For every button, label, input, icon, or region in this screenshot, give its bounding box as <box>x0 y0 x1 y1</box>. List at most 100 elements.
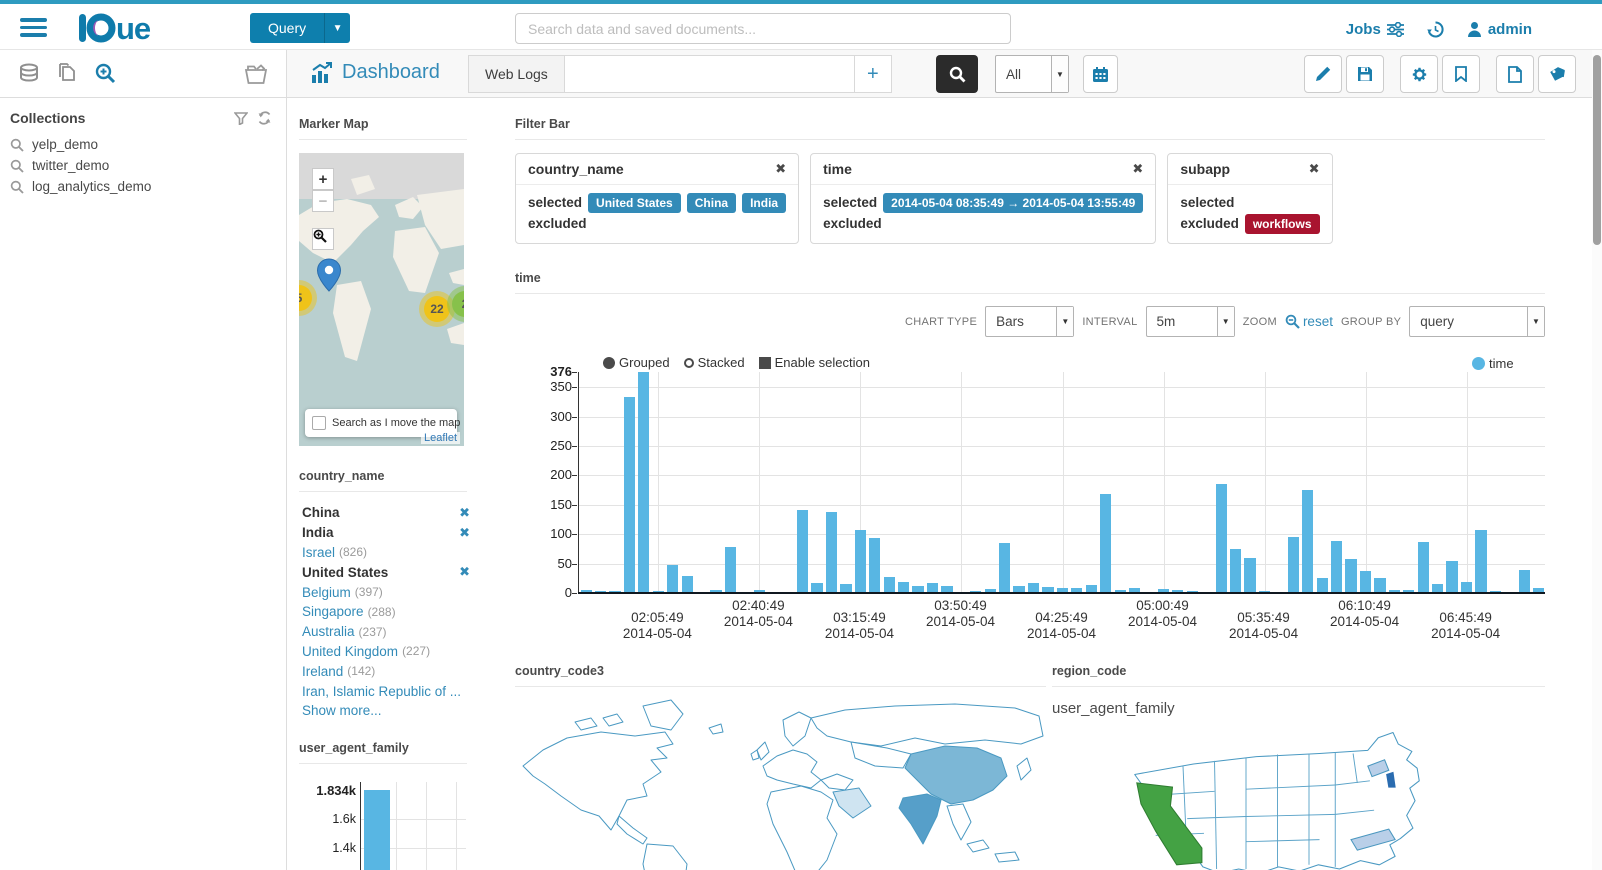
time-chart-bar[interactable] <box>1114 590 1126 593</box>
country-uk[interactable] <box>756 741 770 761</box>
filter-card-close-icon[interactable]: ✖ <box>1308 161 1320 176</box>
country-greenland[interactable] <box>642 699 684 731</box>
time-chart-bar[interactable] <box>1432 584 1444 593</box>
time-chart-bar[interactable] <box>724 546 737 593</box>
scrollbar-thumb[interactable] <box>1593 55 1601 245</box>
ua-chart-bar[interactable] <box>364 790 390 870</box>
time-chart-bar[interactable] <box>883 577 895 593</box>
region-code-us-map[interactable] <box>1108 722 1468 870</box>
time-chart-bar[interactable] <box>1013 585 1025 593</box>
time-chart-bar[interactable] <box>1027 583 1040 593</box>
facet-row[interactable]: China ✖ <box>302 503 470 523</box>
time-chart-bar[interactable] <box>623 397 636 593</box>
time-chart-bar[interactable] <box>1446 560 1458 593</box>
country-arctic-islands[interactable] <box>602 713 624 727</box>
country-code3-world-map[interactable] <box>515 688 1046 870</box>
time-chart-bar[interactable] <box>1518 569 1530 593</box>
time-chart-bar[interactable] <box>1460 582 1473 593</box>
dashboard-search-button[interactable] <box>936 55 978 93</box>
time-chart-bar[interactable] <box>1172 590 1184 593</box>
time-chart-bar[interactable] <box>941 585 953 593</box>
bookmark-button[interactable] <box>1442 55 1480 93</box>
country-indonesia[interactable] <box>966 839 990 853</box>
time-chart-bar[interactable] <box>753 590 765 593</box>
map-zoom-out-button[interactable]: − <box>312 190 334 212</box>
map-marker-pin[interactable] <box>316 258 342 292</box>
time-chart-bar[interactable] <box>999 543 1011 593</box>
time-chart-bar[interactable] <box>1157 588 1170 593</box>
time-chart-bar[interactable] <box>1229 548 1242 593</box>
grouped-radio[interactable]: Grouped <box>603 355 670 370</box>
facet-remove-icon[interactable]: ✖ <box>459 524 470 540</box>
time-chart-bar[interactable] <box>898 581 910 593</box>
time-chart-bar[interactable] <box>638 372 650 593</box>
zoom-in-app-icon[interactable] <box>94 62 117 85</box>
time-chart-bar[interactable] <box>926 583 939 593</box>
user-menu[interactable]: admin <box>1467 21 1532 38</box>
map-cluster[interactable]: 2 <box>447 286 464 322</box>
time-chart-bar[interactable] <box>1388 590 1400 593</box>
time-chart-bar[interactable] <box>1215 484 1227 593</box>
refresh-icon[interactable] <box>257 111 272 125</box>
filter-value-badge[interactable]: 2014-05-04 08:35:49 → 2014-05-04 13:55:4… <box>883 192 1144 213</box>
time-chart-bar[interactable] <box>811 583 823 593</box>
time-chart-bar[interactable] <box>1100 494 1112 593</box>
facet-row[interactable]: Iran, Islamic Republic of ... <box>302 681 470 701</box>
facet-row[interactable]: United States ✖ <box>302 562 470 582</box>
edit-button[interactable] <box>1304 55 1342 93</box>
time-chart-bar[interactable] <box>1345 558 1357 593</box>
facet-row[interactable]: Singapore (288) <box>302 602 470 622</box>
time-chart-bar[interactable] <box>1071 587 1083 593</box>
filter-funnel-icon[interactable] <box>234 111 248 125</box>
facet-remove-icon[interactable]: ✖ <box>459 504 470 520</box>
filter-value-badge[interactable]: workflows <box>1244 213 1320 234</box>
settings-button[interactable] <box>1400 55 1438 93</box>
map-magnifier-button[interactable] <box>312 228 334 250</box>
filter-card-close-icon[interactable]: ✖ <box>1132 161 1144 176</box>
country-ireland[interactable] <box>750 749 760 761</box>
database-icon[interactable] <box>18 63 40 85</box>
tags-button[interactable] <box>1538 55 1576 93</box>
facet-link[interactable]: Singapore <box>302 604 364 620</box>
time-chart-bar[interactable] <box>1316 578 1328 593</box>
query-dropdown-caret[interactable]: ▼ <box>324 13 350 43</box>
filter-card-close-icon[interactable]: ✖ <box>775 161 787 176</box>
hue-logo[interactable]: ue <box>78 10 174 46</box>
documents-icon[interactable] <box>56 62 78 85</box>
filter-value-badge[interactable]: India <box>742 192 787 213</box>
country-china[interactable] <box>904 745 1008 805</box>
dashboard-search-input[interactable] <box>564 55 855 93</box>
collection-item[interactable]: twitter_demo <box>0 155 286 176</box>
time-chart-bar[interactable] <box>1475 529 1487 593</box>
facet-row[interactable]: Show more... <box>302 703 382 719</box>
leaflet-attribution-link[interactable]: Leaflet <box>420 432 460 444</box>
facet-link[interactable]: Australia <box>302 624 355 640</box>
time-chart-bar[interactable] <box>1417 541 1429 593</box>
interval-select[interactable]: 5m ▼ <box>1145 306 1235 337</box>
country-saudi-arabia[interactable] <box>832 787 872 819</box>
facet-row[interactable]: Australia (237) <box>302 622 470 642</box>
country-central-asia[interactable] <box>850 741 912 769</box>
time-chart-bar[interactable] <box>984 589 996 593</box>
save-button[interactable] <box>1346 55 1384 93</box>
time-chart-bar[interactable] <box>580 590 592 593</box>
time-chart-bar[interactable] <box>1042 587 1054 593</box>
facet-link[interactable]: Ireland <box>302 663 344 679</box>
time-chart-bar[interactable] <box>1533 588 1545 593</box>
time-chart-bar[interactable] <box>854 530 866 593</box>
state-new-york[interactable] <box>1367 759 1390 778</box>
history-icon[interactable] <box>1426 20 1445 39</box>
facet-row[interactable]: India ✖ <box>302 523 470 543</box>
facet-row[interactable]: Israel (826) <box>302 543 470 563</box>
time-chart-bar[interactable] <box>1302 490 1314 593</box>
time-chart-bar[interactable] <box>681 575 693 593</box>
query-button[interactable]: Query ▼ <box>250 13 351 43</box>
country-japan[interactable] <box>1016 757 1032 781</box>
time-chart-bar[interactable] <box>1085 585 1097 593</box>
country-europe[interactable] <box>762 749 822 789</box>
time-chart-bar[interactable] <box>1128 588 1141 593</box>
time-chart-bar[interactable] <box>1244 557 1256 593</box>
stacked-radio[interactable]: Stacked <box>683 355 745 370</box>
country-russia[interactable] <box>810 703 1044 747</box>
filter-value-badge[interactable]: United States <box>588 192 681 213</box>
